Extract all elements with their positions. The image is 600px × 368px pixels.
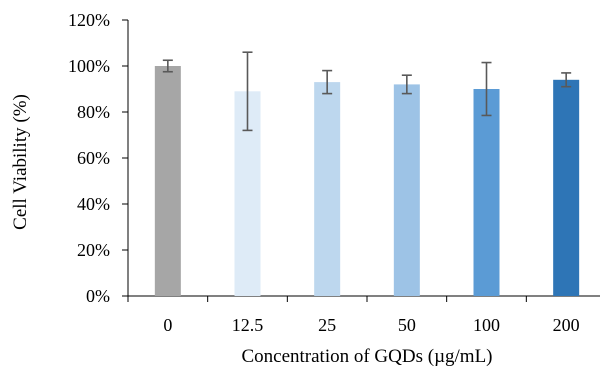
y-tick-label: 80% — [77, 102, 110, 122]
y-axis-title: Cell Viability (%) — [10, 94, 31, 230]
y-tick-label: 40% — [77, 194, 110, 214]
y-tick-label: 100% — [68, 56, 110, 76]
y-axis: 0% 20% 40% 60% 80% 100% 120% — [68, 10, 129, 306]
bar-200 — [553, 79, 580, 296]
x-axis: 0 12.5 25 50 100 200 — [127, 295, 600, 335]
x-tick-label: 25 — [318, 315, 336, 335]
bar-0 — [154, 66, 181, 296]
bar-100 — [473, 89, 500, 296]
bar-25 — [314, 82, 341, 296]
y-tick-label: 0% — [86, 286, 110, 306]
x-tick-label: 200 — [553, 315, 580, 335]
x-axis-title: Concentration of GQDs (µg/mL) — [241, 346, 492, 367]
y-tick-label: 60% — [77, 148, 110, 168]
bars — [154, 66, 580, 297]
x-tick-label: 100 — [473, 315, 500, 335]
x-tick-label: 12.5 — [232, 315, 264, 335]
x-tick-label: 0 — [163, 315, 172, 335]
y-tick-label: 20% — [77, 240, 110, 260]
bar-50 — [393, 84, 420, 297]
y-tick-label: 120% — [68, 10, 110, 30]
error-bars — [162, 51, 572, 132]
x-tick-label: 50 — [398, 315, 416, 335]
